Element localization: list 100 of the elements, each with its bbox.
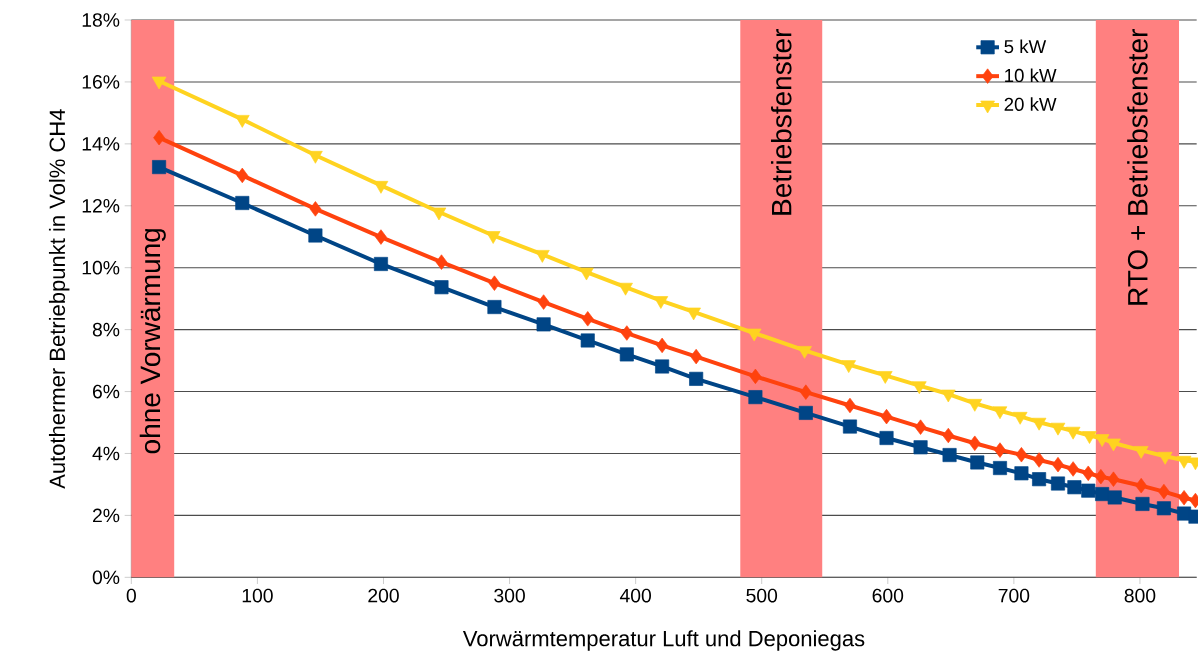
x-tick-label: 600 <box>872 588 904 603</box>
point <box>1158 483 1170 500</box>
point <box>373 181 389 194</box>
x-tick-label: 300 <box>494 588 525 603</box>
point <box>236 167 249 184</box>
point <box>686 307 701 321</box>
point <box>435 254 448 270</box>
band-label: Betriebsfenster <box>770 29 792 215</box>
y-tick-label: 4% <box>92 446 120 461</box>
point <box>992 461 1007 476</box>
point <box>535 250 550 263</box>
point <box>656 337 668 354</box>
point <box>619 347 634 362</box>
point <box>1082 431 1097 444</box>
x-axis-title: Vorwärmtemperatur Luft und Deponiegas <box>462 630 865 651</box>
x-tick-label: 100 <box>242 588 273 603</box>
point <box>1094 434 1110 447</box>
point <box>1081 483 1096 498</box>
y-axis-title: Autothermer Betriebpunkt in Vol% CH4 <box>48 109 70 489</box>
point <box>878 371 893 384</box>
point <box>1050 476 1065 491</box>
y-tick-label: 16% <box>82 75 120 89</box>
y-tick-label: 0% <box>92 570 120 585</box>
point <box>968 435 981 451</box>
point <box>912 381 927 395</box>
point <box>488 275 501 291</box>
point <box>1178 490 1190 506</box>
point <box>798 405 813 420</box>
point <box>373 256 388 271</box>
x-tick-label: 400 <box>619 588 652 603</box>
y-tick-label: 8% <box>92 322 120 337</box>
y-tick-label: 6% <box>93 384 120 399</box>
point <box>487 300 502 315</box>
y-tick-label: 18% <box>82 13 120 27</box>
point <box>746 328 762 342</box>
point <box>1050 422 1066 436</box>
x-tick-label: 500 <box>746 588 778 603</box>
point <box>1095 469 1107 485</box>
x-tick-label: 200 <box>368 588 399 603</box>
point <box>797 346 812 359</box>
point <box>537 294 550 310</box>
point <box>618 282 633 296</box>
band-label: RTO + Betriebsfenster <box>1127 29 1148 305</box>
point <box>1135 496 1150 511</box>
band-label: ohne Vorwärmung <box>139 229 166 454</box>
y-tick-label: 14% <box>82 137 120 151</box>
point <box>1135 478 1148 494</box>
point <box>1032 472 1047 487</box>
point <box>913 440 928 455</box>
point <box>309 201 322 217</box>
point <box>942 427 955 444</box>
point <box>967 398 983 412</box>
point <box>235 115 250 128</box>
point <box>689 371 704 386</box>
x-tick-label: 0 <box>126 588 136 603</box>
x-tick-label: 800 <box>1124 588 1156 603</box>
point <box>536 317 551 332</box>
point <box>620 325 633 341</box>
point <box>485 231 501 244</box>
x-tick-label: 700 <box>998 588 1030 603</box>
point <box>1107 471 1120 487</box>
point <box>942 448 957 463</box>
legend-label: 20 kW <box>1004 97 1057 111</box>
point <box>749 368 762 385</box>
point <box>842 419 857 434</box>
point <box>581 311 594 327</box>
point <box>235 195 250 210</box>
point <box>653 296 669 309</box>
point <box>434 280 449 295</box>
point <box>1012 411 1028 425</box>
point <box>914 419 927 435</box>
point <box>308 228 323 243</box>
point <box>879 430 894 445</box>
point <box>970 455 985 470</box>
point <box>580 333 595 348</box>
point <box>1106 438 1121 452</box>
y-tick-label: 10% <box>82 260 120 275</box>
point <box>655 359 670 374</box>
point <box>375 229 387 245</box>
point <box>748 390 763 405</box>
y-tick-label: 12% <box>82 198 120 213</box>
point <box>1176 455 1192 469</box>
point <box>1033 452 1045 468</box>
point <box>941 389 956 403</box>
point <box>1015 447 1028 463</box>
point <box>1156 501 1171 516</box>
point <box>579 267 594 281</box>
point <box>1067 480 1082 495</box>
point <box>1065 426 1081 440</box>
point <box>880 408 893 425</box>
point <box>1052 456 1064 473</box>
point <box>1031 417 1047 431</box>
legend-label: 5 kW <box>1004 39 1047 54</box>
point <box>690 348 702 365</box>
point <box>431 207 447 221</box>
point <box>151 76 167 90</box>
point <box>841 360 856 373</box>
point <box>152 160 167 175</box>
point <box>1067 461 1079 477</box>
point <box>994 442 1006 458</box>
